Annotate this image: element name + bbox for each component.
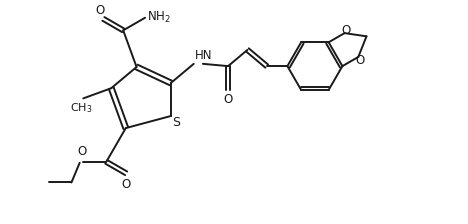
- Text: O: O: [342, 24, 351, 37]
- Text: S: S: [172, 116, 180, 129]
- Text: CH$_3$: CH$_3$: [70, 102, 93, 115]
- Text: NH$_2$: NH$_2$: [147, 10, 171, 25]
- Text: HN: HN: [195, 49, 212, 62]
- Text: O: O: [122, 178, 131, 191]
- Text: O: O: [356, 54, 365, 67]
- Text: O: O: [95, 4, 105, 17]
- Text: O: O: [77, 145, 86, 158]
- Text: O: O: [224, 93, 233, 106]
